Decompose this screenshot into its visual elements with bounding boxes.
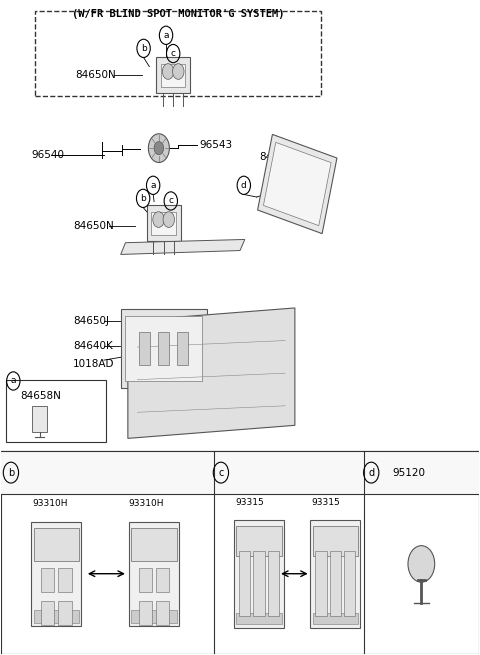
Text: a: a xyxy=(150,181,156,190)
Bar xyxy=(313,612,358,624)
Bar xyxy=(156,601,169,625)
Bar xyxy=(151,212,176,234)
Bar xyxy=(311,520,360,627)
Polygon shape xyxy=(128,308,295,438)
Bar xyxy=(34,610,79,623)
Bar xyxy=(253,551,265,616)
Bar xyxy=(156,57,190,93)
Bar xyxy=(177,332,189,365)
Text: 84640K: 84640K xyxy=(73,341,113,351)
Text: (W/FR BLIND SPOT MONITOR'G SYSTEM): (W/FR BLIND SPOT MONITOR'G SYSTEM) xyxy=(72,9,284,19)
Text: d: d xyxy=(241,181,247,190)
Bar xyxy=(33,405,47,432)
Bar xyxy=(237,527,282,556)
Bar xyxy=(264,142,331,225)
Text: 96543: 96543 xyxy=(199,140,233,150)
Bar xyxy=(258,134,337,234)
Text: c: c xyxy=(168,196,173,206)
Text: 95120: 95120 xyxy=(393,468,426,477)
Circle shape xyxy=(153,212,164,227)
Bar xyxy=(1,451,479,494)
Text: c: c xyxy=(171,49,176,58)
Text: 96540: 96540 xyxy=(32,149,64,160)
Bar xyxy=(41,569,54,592)
Text: c: c xyxy=(218,468,224,477)
Bar xyxy=(313,527,358,556)
Text: b: b xyxy=(8,468,14,477)
Text: 93315: 93315 xyxy=(312,498,340,506)
Text: d: d xyxy=(368,468,374,477)
Circle shape xyxy=(173,64,184,79)
Text: 84650N: 84650N xyxy=(75,70,116,80)
Bar xyxy=(161,64,185,86)
Bar xyxy=(132,610,177,623)
Bar xyxy=(239,551,251,616)
Bar xyxy=(132,528,177,561)
Bar xyxy=(58,601,72,625)
Bar xyxy=(41,601,54,625)
Bar xyxy=(330,551,341,616)
Text: 1018AD: 1018AD xyxy=(73,359,114,369)
Text: 93310H: 93310H xyxy=(33,500,68,508)
Bar xyxy=(268,551,279,616)
Text: 84658N: 84658N xyxy=(21,392,61,402)
Text: 84650N: 84650N xyxy=(73,221,114,231)
Bar xyxy=(146,205,180,241)
Bar xyxy=(344,551,356,616)
Text: a: a xyxy=(163,31,169,40)
Bar xyxy=(139,569,152,592)
Bar xyxy=(1,451,479,654)
Bar xyxy=(237,612,282,624)
Text: 84550D: 84550D xyxy=(259,151,300,162)
Text: 93315: 93315 xyxy=(235,498,264,506)
Circle shape xyxy=(162,64,174,79)
Text: a: a xyxy=(11,377,16,386)
Bar xyxy=(139,332,150,365)
Bar xyxy=(125,316,202,381)
Bar xyxy=(6,380,107,441)
Text: 93310H: 93310H xyxy=(129,500,164,508)
Circle shape xyxy=(154,141,164,155)
Bar xyxy=(156,569,169,592)
Bar xyxy=(129,521,179,626)
Text: b: b xyxy=(140,194,146,203)
Circle shape xyxy=(163,212,175,227)
Circle shape xyxy=(148,134,169,162)
Bar xyxy=(34,528,79,561)
Circle shape xyxy=(408,546,435,582)
Bar xyxy=(31,521,81,626)
Bar xyxy=(315,551,327,616)
Text: b: b xyxy=(141,44,146,53)
Bar xyxy=(120,309,206,388)
Bar xyxy=(58,569,72,592)
Polygon shape xyxy=(120,240,245,254)
Bar xyxy=(139,601,152,625)
Text: 84650J: 84650J xyxy=(73,316,109,326)
Bar xyxy=(158,332,169,365)
Bar xyxy=(234,520,284,627)
